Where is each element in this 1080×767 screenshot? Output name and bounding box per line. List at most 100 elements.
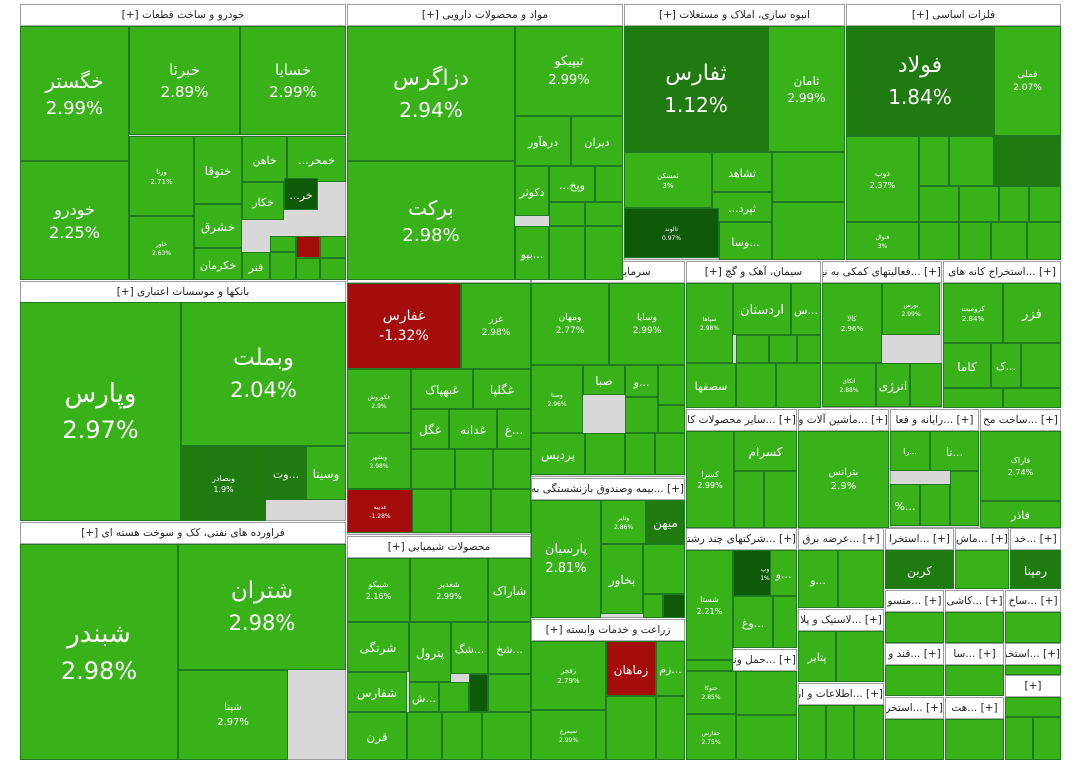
stock-tile[interactable]: خکرمان bbox=[194, 248, 242, 280]
stock-tile[interactable] bbox=[320, 236, 346, 258]
sector-header[interactable]: [+] ...منسو bbox=[886, 591, 943, 612]
stock-tile[interactable] bbox=[1033, 717, 1061, 760]
stock-tile[interactable]: ...شگ bbox=[451, 622, 488, 674]
stock-tile[interactable] bbox=[482, 712, 531, 760]
stock-tile[interactable]: شستا 2.21% bbox=[686, 550, 733, 660]
stock-tile[interactable]: وسینا bbox=[306, 446, 346, 500]
stock-tile[interactable]: وصنا 2.96% bbox=[531, 365, 583, 433]
sector-header[interactable]: [+] ...قند و bbox=[886, 644, 943, 665]
stock-tile[interactable]: ...س bbox=[791, 283, 821, 335]
stock-tile[interactable]: کسرام bbox=[734, 431, 797, 471]
stock-tile[interactable]: فاذر bbox=[980, 501, 1061, 528]
stock-tile[interactable]: ثشاهد bbox=[712, 152, 772, 192]
stock-tile[interactable]: فنر bbox=[242, 252, 270, 280]
stock-tile[interactable] bbox=[885, 719, 944, 760]
stock-tile[interactable] bbox=[1021, 343, 1061, 388]
stock-tile[interactable]: خر... bbox=[284, 178, 318, 210]
stock-tile[interactable] bbox=[772, 152, 845, 202]
stock-tile[interactable] bbox=[950, 471, 979, 526]
stock-tile[interactable] bbox=[411, 449, 455, 489]
stock-tile[interactable] bbox=[595, 166, 623, 202]
stock-tile[interactable] bbox=[945, 612, 1004, 643]
stock-tile[interactable]: غگل bbox=[411, 409, 449, 449]
stock-tile[interactable] bbox=[773, 596, 797, 648]
stock-tile[interactable] bbox=[836, 631, 884, 682]
stock-tile[interactable]: ...و bbox=[770, 550, 797, 596]
stock-tile[interactable]: شفارس bbox=[347, 672, 407, 712]
stock-tile[interactable] bbox=[439, 682, 469, 712]
stock-tile[interactable] bbox=[959, 222, 991, 260]
stock-tile[interactable] bbox=[999, 186, 1029, 222]
sector-header[interactable]: [+] ...شرکتهای چند رشته bbox=[687, 529, 796, 550]
stock-tile[interactable]: ...بیو bbox=[515, 226, 549, 280]
sector-header[interactable]: [+] ...خد bbox=[1011, 529, 1060, 550]
stock-tile[interactable]: پترول bbox=[409, 622, 451, 682]
stock-tile[interactable]: فولاد 1.84% bbox=[846, 26, 994, 136]
stock-tile[interactable] bbox=[296, 258, 320, 280]
stock-tile[interactable] bbox=[585, 226, 623, 280]
stock-tile[interactable]: ...ک bbox=[991, 343, 1021, 388]
stock-tile[interactable]: ...وغ bbox=[733, 596, 773, 648]
sector-header[interactable]: [+] ...لاستیک و پلا bbox=[799, 610, 883, 631]
stock-tile[interactable]: ...% bbox=[890, 484, 920, 526]
sector-header[interactable]: [+] ...رایانه و فعا bbox=[891, 410, 978, 431]
stock-tile[interactable]: حتوکا 2.85% bbox=[686, 671, 736, 714]
stock-tile[interactable] bbox=[296, 236, 320, 258]
stock-tile[interactable] bbox=[442, 712, 482, 760]
stock-tile[interactable] bbox=[643, 594, 663, 618]
stock-tile[interactable]: فزر bbox=[1003, 283, 1061, 343]
stock-tile[interactable] bbox=[772, 202, 845, 260]
stock-tile[interactable] bbox=[585, 433, 625, 475]
stock-tile[interactable]: فنوال 3% bbox=[846, 222, 919, 260]
stock-tile[interactable] bbox=[994, 136, 1061, 186]
stock-tile[interactable] bbox=[411, 489, 451, 533]
stock-tile[interactable]: وپارس 2.97% bbox=[20, 302, 181, 521]
sector-header[interactable]: [+] ...ساخت مح bbox=[981, 410, 1060, 431]
stock-tile[interactable]: ...غ bbox=[497, 409, 531, 449]
stock-tile[interactable]: ثالوند 0.97% bbox=[624, 208, 719, 258]
sector-header[interactable]: مواد و محصولات دارویی [+] bbox=[348, 5, 622, 26]
stock-tile[interactable] bbox=[656, 696, 685, 760]
stock-tile[interactable] bbox=[798, 705, 826, 760]
sector-header[interactable]: [+] ...ماش bbox=[956, 529, 1008, 550]
stock-tile[interactable]: وبصادر 1.9% bbox=[181, 446, 266, 521]
stock-tile[interactable] bbox=[959, 186, 999, 222]
stock-tile[interactable]: ...و bbox=[625, 365, 658, 397]
stock-tile[interactable]: ...ش bbox=[409, 682, 439, 712]
stock-tile[interactable]: سصفها bbox=[686, 363, 736, 408]
sector-header[interactable]: زراعت و خدمات وابسته [+] bbox=[532, 620, 684, 641]
stock-tile[interactable]: کاما bbox=[943, 343, 991, 388]
sector-header[interactable]: [+] ...ماشین آلات و bbox=[799, 410, 888, 431]
sector-header[interactable]: [+] ...هت bbox=[946, 698, 1003, 719]
stock-tile[interactable] bbox=[1027, 222, 1061, 260]
stock-tile[interactable] bbox=[734, 471, 764, 528]
stock-tile[interactable]: وسایا 2.99% bbox=[609, 283, 685, 365]
stock-tile[interactable]: بخاور bbox=[601, 544, 643, 614]
stock-tile[interactable] bbox=[1005, 665, 1061, 675]
stock-tile[interactable]: خاهن bbox=[242, 136, 287, 182]
stock-tile[interactable] bbox=[663, 594, 685, 618]
stock-tile[interactable]: میهن bbox=[646, 500, 685, 544]
stock-tile[interactable]: خگستر 2.99% bbox=[20, 26, 129, 161]
stock-tile[interactable]: شاراک bbox=[488, 558, 531, 622]
sector-header[interactable]: سیمان، آهک و گچ [+] bbox=[687, 262, 820, 283]
stock-tile[interactable]: خمحر... bbox=[287, 136, 346, 182]
stock-tile[interactable]: وپخ... bbox=[549, 166, 595, 202]
stock-tile[interactable] bbox=[955, 550, 1009, 589]
stock-tile[interactable] bbox=[488, 674, 531, 712]
stock-tile[interactable] bbox=[736, 671, 797, 715]
sector-header[interactable]: خودرو و ساخت قطعات [+] bbox=[21, 5, 345, 26]
stock-tile[interactable] bbox=[945, 719, 1004, 760]
sector-header[interactable]: [+] ...استخرا bbox=[1006, 644, 1060, 665]
stock-tile[interactable] bbox=[469, 674, 488, 712]
stock-tile[interactable] bbox=[606, 696, 656, 760]
stock-tile[interactable]: سیمرغ 2.99% bbox=[531, 710, 606, 760]
stock-tile[interactable]: رمپنا bbox=[1010, 550, 1061, 589]
stock-tile[interactable]: تیپیکو 2.99% bbox=[515, 26, 623, 116]
sector-header[interactable]: [+] ...اطلاعات و ار bbox=[799, 684, 883, 705]
stock-tile[interactable]: ...وسا bbox=[719, 222, 772, 260]
stock-tile[interactable] bbox=[885, 612, 944, 643]
stock-tile[interactable] bbox=[919, 222, 959, 260]
stock-tile[interactable]: فملی 2.07% bbox=[994, 26, 1061, 136]
stock-tile[interactable]: ...وت bbox=[266, 446, 306, 500]
